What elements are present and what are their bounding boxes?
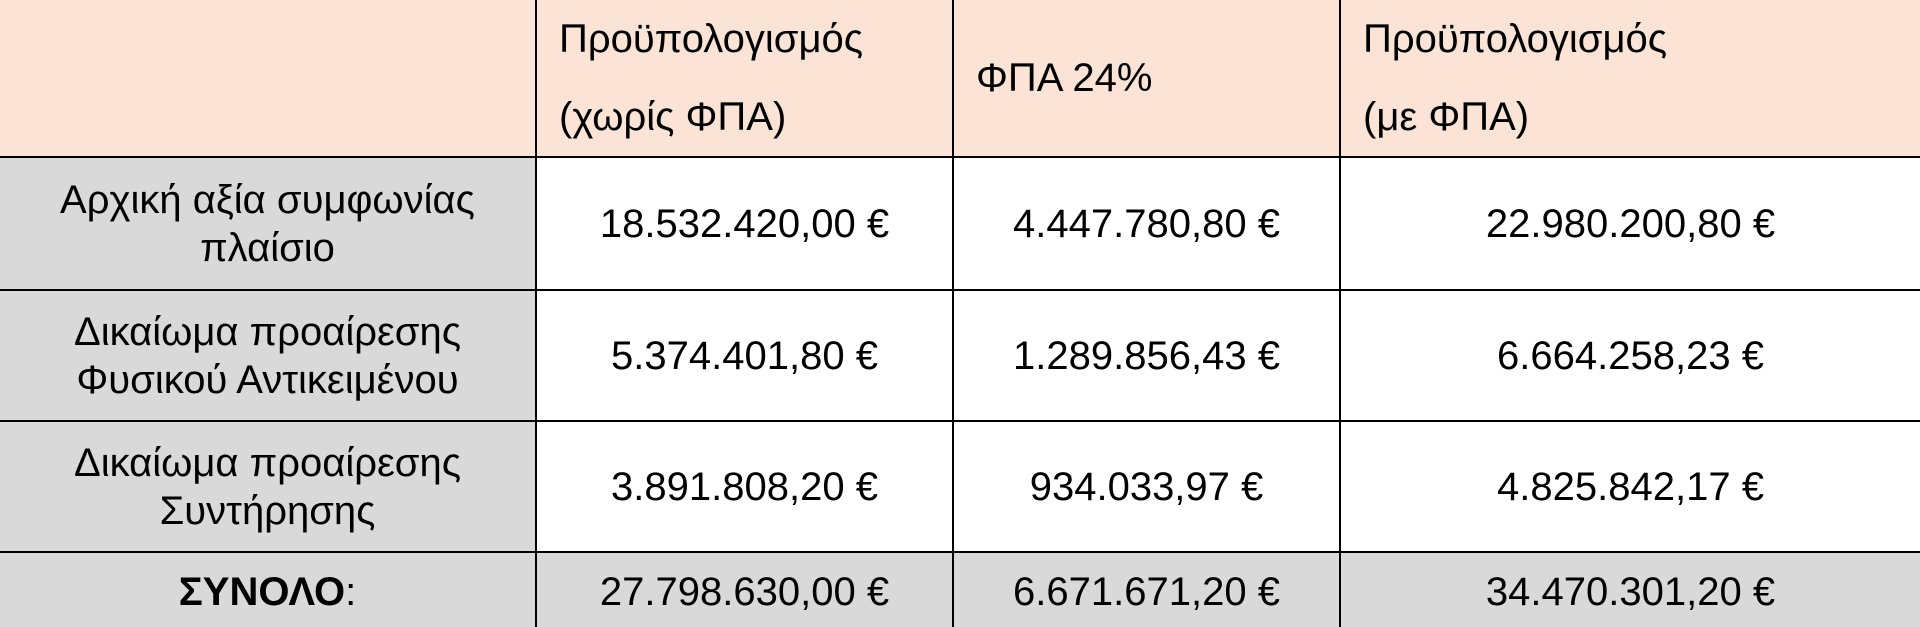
total-row: ΣΥΝΟΛΟ: 27.798.630,00 € 6.671.671,20 € 34.4… <box>0 551 1920 627</box>
amount: 1.289.856,43 € <box>1013 333 1280 378</box>
total-cell: 27.798.630,00 € <box>535 551 954 627</box>
row-label-text: Αρχική αξία συμφωνίας <box>60 177 475 222</box>
total-label-suffix: : <box>345 569 357 614</box>
amount: 5.374.401,80 € <box>611 333 878 378</box>
amount: 4.825.842,17 € <box>1497 464 1764 509</box>
total-cell: 6.671.671,20 € <box>952 551 1341 627</box>
row-label: Δικαίωμα προαίρεσης Φυσικού Αντικειμένου <box>0 289 537 422</box>
header-text: ΦΠΑ 24% <box>976 56 1153 100</box>
amount-cell: 5.374.401,80 € <box>535 289 954 422</box>
total-amount: 34.470.301,20 € <box>1485 569 1776 614</box>
row-label: Δικαίωμα προαίρεσης Συντήρησης <box>0 420 537 553</box>
amount: 6.664.258,23 € <box>1497 333 1764 378</box>
row-label-text: Δικαίωμα προαίρεσης <box>73 309 462 354</box>
amount-cell: 3.891.808,20 € <box>535 420 954 553</box>
total-amount: 6.671.671,20 € <box>1013 569 1280 614</box>
row-label-text: Δικαίωμα προαίρεσης <box>73 440 462 485</box>
amount: 18.532.420,00 € <box>599 201 890 246</box>
total-amount: 27.798.630,00 € <box>599 569 890 614</box>
row-label-text: Συντήρησης <box>159 488 376 533</box>
header-row: Προϋπολογισμός (χωρίς ΦΠΑ) ΦΠΑ 24% Προϋπολο… <box>0 0 1920 158</box>
data-row: Δικαίωμα προαίρεσης Συντήρησης 3.891.808,2… <box>0 420 1920 553</box>
total-cell: 34.470.301,20 € <box>1339 551 1920 627</box>
amount: 934.033,97 € <box>1029 464 1264 509</box>
data-row: Αρχική αξία συμφωνίας πλαίσιο 18.532.420,0… <box>0 156 1920 291</box>
total-label: ΣΥΝΟΛΟ: <box>0 551 537 627</box>
header-text: (με ΦΠΑ) <box>1363 95 1530 139</box>
header-text: Προϋπολογισμός <box>1363 17 1668 61</box>
data-row: Δικαίωμα προαίρεσης Φυσικού Αντικειμένου 5… <box>0 289 1920 422</box>
amount-cell: 934.033,97 € <box>952 420 1341 553</box>
amount: 22.980.200,80 € <box>1485 201 1776 246</box>
header-cell: ΦΠΑ 24% <box>952 0 1341 158</box>
header-text: Προϋπολογισμός <box>559 17 864 61</box>
amount-cell: 18.532.420,00 € <box>535 156 954 291</box>
amount-cell: 6.664.258,23 € <box>1339 289 1920 422</box>
row-label-text: πλαίσιο <box>200 225 335 270</box>
amount-cell: 4.447.780,80 € <box>952 156 1341 291</box>
row-label: Αρχική αξία συμφωνίας πλαίσιο <box>0 156 537 291</box>
header-cell: Προϋπολογισμός (χωρίς ΦΠΑ) <box>535 0 954 158</box>
total-label-text: ΣΥΝΟΛΟ <box>178 569 346 614</box>
amount-cell: 22.980.200,80 € <box>1339 156 1920 291</box>
header-cell <box>0 0 537 158</box>
row-label-text: Φυσικού Αντικειμένου <box>76 357 459 402</box>
header-cell: Προϋπολογισμός (με ΦΠΑ) <box>1339 0 1920 158</box>
amount-cell: 4.825.842,17 € <box>1339 420 1920 553</box>
amount-cell: 1.289.856,43 € <box>952 289 1341 422</box>
header-text: (χωρίς ΦΠΑ) <box>559 95 787 139</box>
amount: 4.447.780,80 € <box>1013 201 1280 246</box>
amount: 3.891.808,20 € <box>611 464 878 509</box>
